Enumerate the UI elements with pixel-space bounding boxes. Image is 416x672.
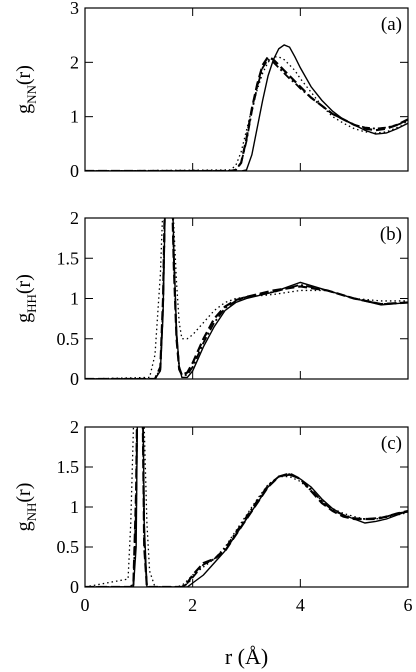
plot-frame — [84, 217, 409, 380]
x-tick-label: 2 — [188, 595, 197, 615]
y-axis-label: gHH(r) — [13, 274, 39, 323]
y-tick-label: 0.5 — [57, 329, 80, 349]
data-line — [85, 427, 408, 587]
y-label-tail: (r) — [13, 483, 35, 503]
y-tick-label: 2 — [70, 208, 79, 228]
data-line — [85, 427, 408, 587]
y-label-tail: (r) — [13, 65, 35, 85]
y-label-sub: NN — [24, 84, 39, 103]
y-tick-label: 0 — [70, 577, 79, 597]
plot-frame — [84, 7, 409, 172]
panel-label: (b) — [380, 224, 402, 245]
y-axis-label: gNH(r) — [13, 483, 39, 532]
y-tick-label: 1 — [70, 107, 79, 127]
y-tick-label: 1.5 — [57, 457, 80, 477]
y-tick-label: 1 — [70, 497, 79, 517]
y-label-main: g — [13, 521, 35, 531]
panel-label: (a) — [381, 14, 402, 35]
y-tick-label: 3 — [70, 0, 79, 18]
data-line — [85, 56, 408, 171]
y-label-main: g — [13, 104, 35, 114]
y-label-sub: NH — [24, 503, 39, 522]
panel: 0 0.5 1 1.5 2 0 2 4 6 (c) gNH(r) r (Å) — [13, 417, 413, 669]
data-line — [85, 44, 408, 171]
y-tick-label: 0 — [70, 161, 79, 181]
y-tick-label: 2 — [70, 417, 79, 437]
y-tick-label: 1.5 — [57, 248, 80, 268]
x-axis-label: r (Å) — [225, 644, 268, 669]
x-tick-label: 6 — [404, 595, 413, 615]
panel-label: (c) — [381, 433, 402, 454]
plot-frame — [84, 426, 409, 588]
x-tick-label: 0 — [81, 595, 90, 615]
y-tick-label: 1 — [70, 289, 79, 309]
y-tick-label: 2 — [70, 52, 79, 72]
data-line — [85, 218, 408, 379]
panel: 0 1 2 3 (a) gNN(r) — [13, 0, 409, 181]
data-line — [85, 58, 408, 171]
data-line — [85, 427, 408, 587]
y-label-main: g — [13, 313, 35, 323]
y-tick-label: 0 — [70, 369, 79, 389]
data-line — [85, 55, 408, 171]
y-label-sub: HH — [24, 294, 39, 313]
x-tick-label: 4 — [296, 595, 305, 615]
y-axis-label: gNN(r) — [13, 65, 39, 114]
y-tick-label: 0.5 — [57, 537, 80, 557]
panel: 0 0.5 1 1.5 2 (b) gHH(r) — [13, 208, 409, 389]
y-label-tail: (r) — [13, 274, 35, 294]
